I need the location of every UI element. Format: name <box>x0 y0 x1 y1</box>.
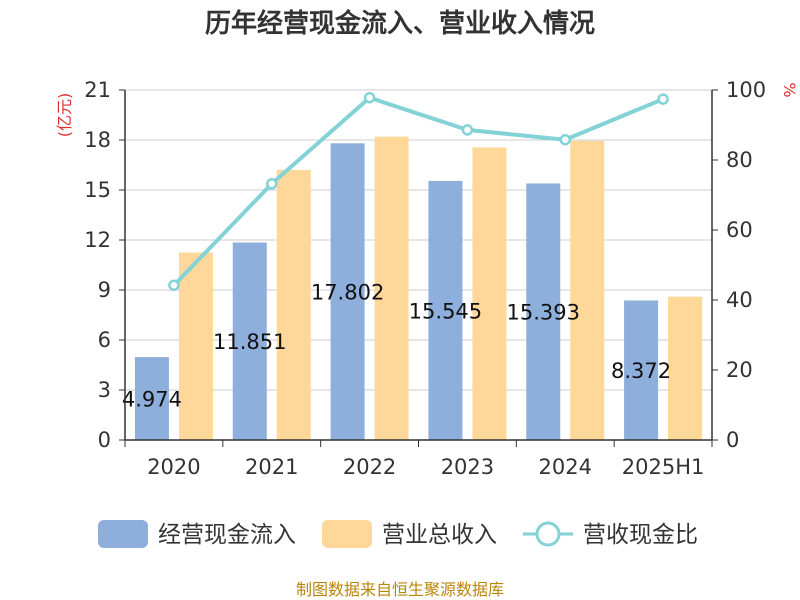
x-tick-label: 2021 <box>245 455 298 479</box>
bar-data-label: 8.372 <box>611 359 671 383</box>
bar-data-label: 17.802 <box>311 281 384 305</box>
bar-data-label: 15.545 <box>409 299 482 323</box>
right-tick-label: 0 <box>726 428 739 452</box>
legend-label: 营收现金比 <box>583 522 698 548</box>
bar <box>526 183 561 440</box>
x-tick-label: 2024 <box>539 455 592 479</box>
bar-data-label: 4.974 <box>122 388 182 412</box>
right-tick-label: 40 <box>726 288 753 312</box>
ratio-line <box>168 91 669 292</box>
ratio-point <box>363 91 376 104</box>
left-tick-label: 9 <box>98 278 111 302</box>
right-axis-unit: % <box>780 82 799 97</box>
bar <box>134 357 169 440</box>
legend: 经营现金流入 营业总收入 营收现金比 <box>98 520 698 548</box>
ratio-line-path <box>172 95 664 287</box>
bar <box>570 140 605 441</box>
x-tick-label: 2025H1 <box>622 455 705 479</box>
axes: 0 3 6 9 12 15 18 21 0 20 40 60 80 100 2020 2021 2022 2023… <box>84 78 766 479</box>
legend-marker <box>535 521 561 547</box>
bar <box>178 252 213 440</box>
legend-label: 经营现金流入 <box>158 522 296 548</box>
left-tick-label: 6 <box>98 328 111 352</box>
bar <box>276 170 311 440</box>
chart-title: 历年经营现金流入、营业收入情况 <box>205 8 595 39</box>
ratio-point <box>461 124 474 136</box>
ratio-point <box>168 279 180 292</box>
grid-lines <box>125 89 712 391</box>
bar <box>472 147 507 440</box>
left-axis-unit: (亿元) <box>55 93 74 138</box>
bar <box>232 242 267 440</box>
legend-swatch <box>98 520 148 548</box>
ratio-point <box>657 93 669 105</box>
right-tick-label: 100 <box>726 78 766 102</box>
x-tick-label: 2023 <box>441 455 494 479</box>
right-tick-label: 20 <box>726 358 753 382</box>
bar <box>374 136 409 440</box>
ratio-point <box>266 178 278 190</box>
x-tick-label: 2020 <box>147 455 200 479</box>
legend-swatch <box>322 520 372 548</box>
legend-label: 营业总收入 <box>382 522 497 548</box>
left-tick-label: 18 <box>84 128 111 152</box>
bar-data-label: 11.851 <box>213 330 286 354</box>
bar-data-label: 15.393 <box>507 301 580 325</box>
left-tick-label: 0 <box>98 428 111 452</box>
x-tick-label: 2022 <box>343 455 396 479</box>
right-tick-label: 80 <box>726 148 753 172</box>
left-tick-label: 15 <box>84 178 111 202</box>
right-tick-label: 60 <box>726 218 753 242</box>
ratio-point <box>559 133 571 146</box>
bar <box>624 300 659 440</box>
data-labels: 4.974 11.851 17.802 15.545 15.393 8.372 <box>122 281 671 412</box>
bar <box>668 296 703 440</box>
left-tick-label: 3 <box>98 378 111 402</box>
bar <box>330 143 365 441</box>
left-tick-label: 21 <box>84 78 111 102</box>
bars <box>134 136 703 441</box>
source-note: 制图数据来自恒生聚源数据库 <box>296 580 504 599</box>
left-tick-label: 12 <box>84 228 111 252</box>
bar <box>428 180 463 440</box>
